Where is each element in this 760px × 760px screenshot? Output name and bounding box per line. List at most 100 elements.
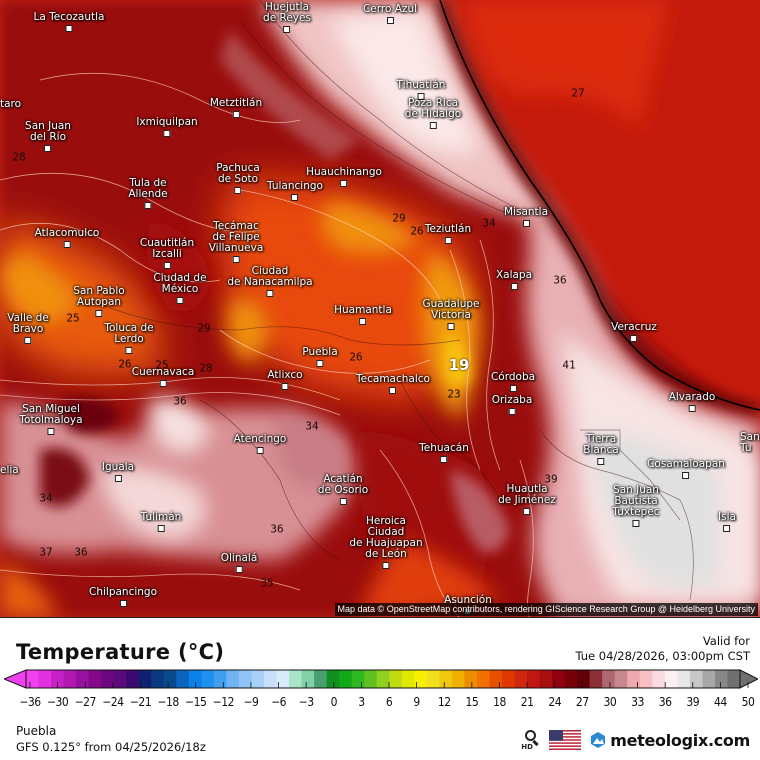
city-label: Ciudad de Nanacamilpa <box>227 265 313 288</box>
city-dot-icon <box>281 383 289 390</box>
city-marker: Huauchinango <box>306 167 382 187</box>
city-marker: Isla <box>718 512 736 532</box>
city-dot-icon <box>176 297 184 304</box>
colorbar-swatch <box>51 670 65 688</box>
magnifier-handle-icon <box>532 739 539 747</box>
city-dot-icon <box>144 202 152 209</box>
city-label: Tehuacán <box>419 442 469 454</box>
colorbar-swatch <box>326 670 340 688</box>
hd-zoom-button[interactable]: HD <box>521 729 541 751</box>
colorbar-ticks: −36 −30 −27 −24 −21 −18 −15 −12 −9 −6 −3 0 3 6 9 12 15 18… <box>0 695 760 711</box>
city-marker: Tulancingo <box>267 181 323 201</box>
city-dot-icon <box>339 498 347 505</box>
colorbar-tick-label: −18 <box>157 695 179 709</box>
city-marker: Ixmiquilpan <box>136 117 198 137</box>
city-marker: Poza Rica de Hidalgo <box>405 98 461 129</box>
city-marker: Metztitlán <box>210 98 262 118</box>
city-label: Huejutla de Reyes <box>263 1 311 24</box>
colorbar-swatch <box>602 670 616 688</box>
contour-value-label: 29 <box>392 211 406 225</box>
temperature-field <box>0 0 760 617</box>
contour-value-label: 25 <box>66 311 80 325</box>
city-marker: Puebla <box>302 347 338 367</box>
colorbar-swatch <box>264 670 278 688</box>
city-dot-icon <box>163 130 171 137</box>
meteologix-logo-link[interactable]: meteologix.com <box>589 731 750 750</box>
city-marker: Atlacomulco <box>35 228 99 248</box>
city-marker: Veracruz <box>611 322 657 342</box>
colorbar-swatch <box>677 670 691 688</box>
city-marker: San Juan del Río <box>25 121 71 152</box>
city-dot-icon <box>256 447 264 454</box>
colorbar-tick-label: −15 <box>185 695 207 709</box>
footer-icons: HD meteologix.com <box>521 728 750 752</box>
contour-value-label: 39 <box>544 472 558 486</box>
colorbar-swatch <box>527 670 541 688</box>
city-label: Tula de Allende <box>128 177 168 200</box>
edge-city-label: elia <box>0 464 19 476</box>
legend-panel: Temperature (°C) Valid for Tue 04/28/202… <box>0 618 760 760</box>
city-label: Metztitlán <box>209 97 263 109</box>
city-label: Guadalupe Victoria <box>422 298 480 321</box>
city-label: Pachuca de Soto <box>216 162 260 185</box>
us-flag-icon[interactable] <box>549 730 582 750</box>
city-label: Orizaba <box>491 394 533 406</box>
city-label: Tulimán <box>140 511 182 523</box>
city-label: Córdoba <box>490 371 536 383</box>
city-label: San Juan Bautista Tuxtepec <box>612 484 660 518</box>
city-dot-icon <box>234 187 242 194</box>
city-label: Xalapa <box>495 269 533 281</box>
city-dot-icon <box>232 111 240 118</box>
city-marker: Alvarado <box>669 392 715 412</box>
edge-city-label: taro <box>0 98 22 110</box>
city-marker: Orizaba <box>491 394 533 415</box>
meteologix-logo-icon <box>591 732 606 748</box>
city-marker: Heroica Ciudad de Huajuapan de León <box>349 516 423 569</box>
city-dot-icon <box>163 262 171 269</box>
colorbar-swatch <box>577 670 591 688</box>
colorbar-swatch <box>426 670 440 688</box>
colorbar-tick-label: −3 <box>298 695 314 709</box>
colorbar-swatch <box>614 670 628 688</box>
colorbar-swatch <box>451 670 466 688</box>
colorbar-tick-label: −36 <box>19 695 41 709</box>
city-dot-icon <box>523 508 531 515</box>
colorbar-swatch <box>689 670 704 688</box>
city-marker: Tihuatlán <box>397 80 445 100</box>
colorbar-swatch <box>226 670 240 688</box>
city-label: San Miguel Totolmaloya <box>19 403 83 426</box>
colorbar-swatch <box>88 670 102 688</box>
contour-value-label: 34 <box>305 419 319 433</box>
city-dot-icon <box>597 458 605 465</box>
city-label: Misantla <box>503 206 549 218</box>
city-dot-icon <box>632 520 640 527</box>
city-label: Tierra Blanca <box>583 433 619 456</box>
colorbar-swatch <box>201 670 215 688</box>
city-label: Atencingo <box>233 433 287 445</box>
temperature-map[interactable]: La Tecozautla Huejutla de Reyes Cerro Azul T… <box>0 0 760 618</box>
city-dot-icon <box>509 385 517 392</box>
city-label: Asunción <box>444 594 492 606</box>
city-dot-icon <box>417 93 425 100</box>
city-dot-icon <box>682 472 690 479</box>
colorbar-tick-label: 12 <box>437 695 451 709</box>
colorbar-tick-label: 6 <box>385 695 393 709</box>
city-marker: Ciudad de México <box>153 273 207 304</box>
colorbar-tick-label: 50 <box>741 695 755 709</box>
colorbar-tick-label: −30 <box>46 695 69 709</box>
city-label: Chilpancingo <box>88 586 158 598</box>
city-marker: San Juan Bautista Tuxtepec <box>612 484 660 527</box>
city-label: Acatlán de Osorio <box>317 473 369 496</box>
city-dot-icon <box>119 600 127 607</box>
colorbar-swatch <box>176 670 190 688</box>
city-marker: Córdoba <box>491 372 535 392</box>
city-marker: Olinalá <box>221 553 257 573</box>
map-attribution: Map data © OpenStreetMap contributors, r… <box>334 603 758 616</box>
contour-value-label: 26 <box>349 350 363 364</box>
city-marker: Ciudad de Nanacamilpa <box>227 265 313 297</box>
city-dot-icon <box>440 456 448 463</box>
colorbar-swatch <box>539 670 553 688</box>
city-dot-icon <box>125 347 133 354</box>
city-marker: Cerro Azul <box>363 4 417 24</box>
city-label: Cuautitlán Izcalli <box>139 237 195 260</box>
